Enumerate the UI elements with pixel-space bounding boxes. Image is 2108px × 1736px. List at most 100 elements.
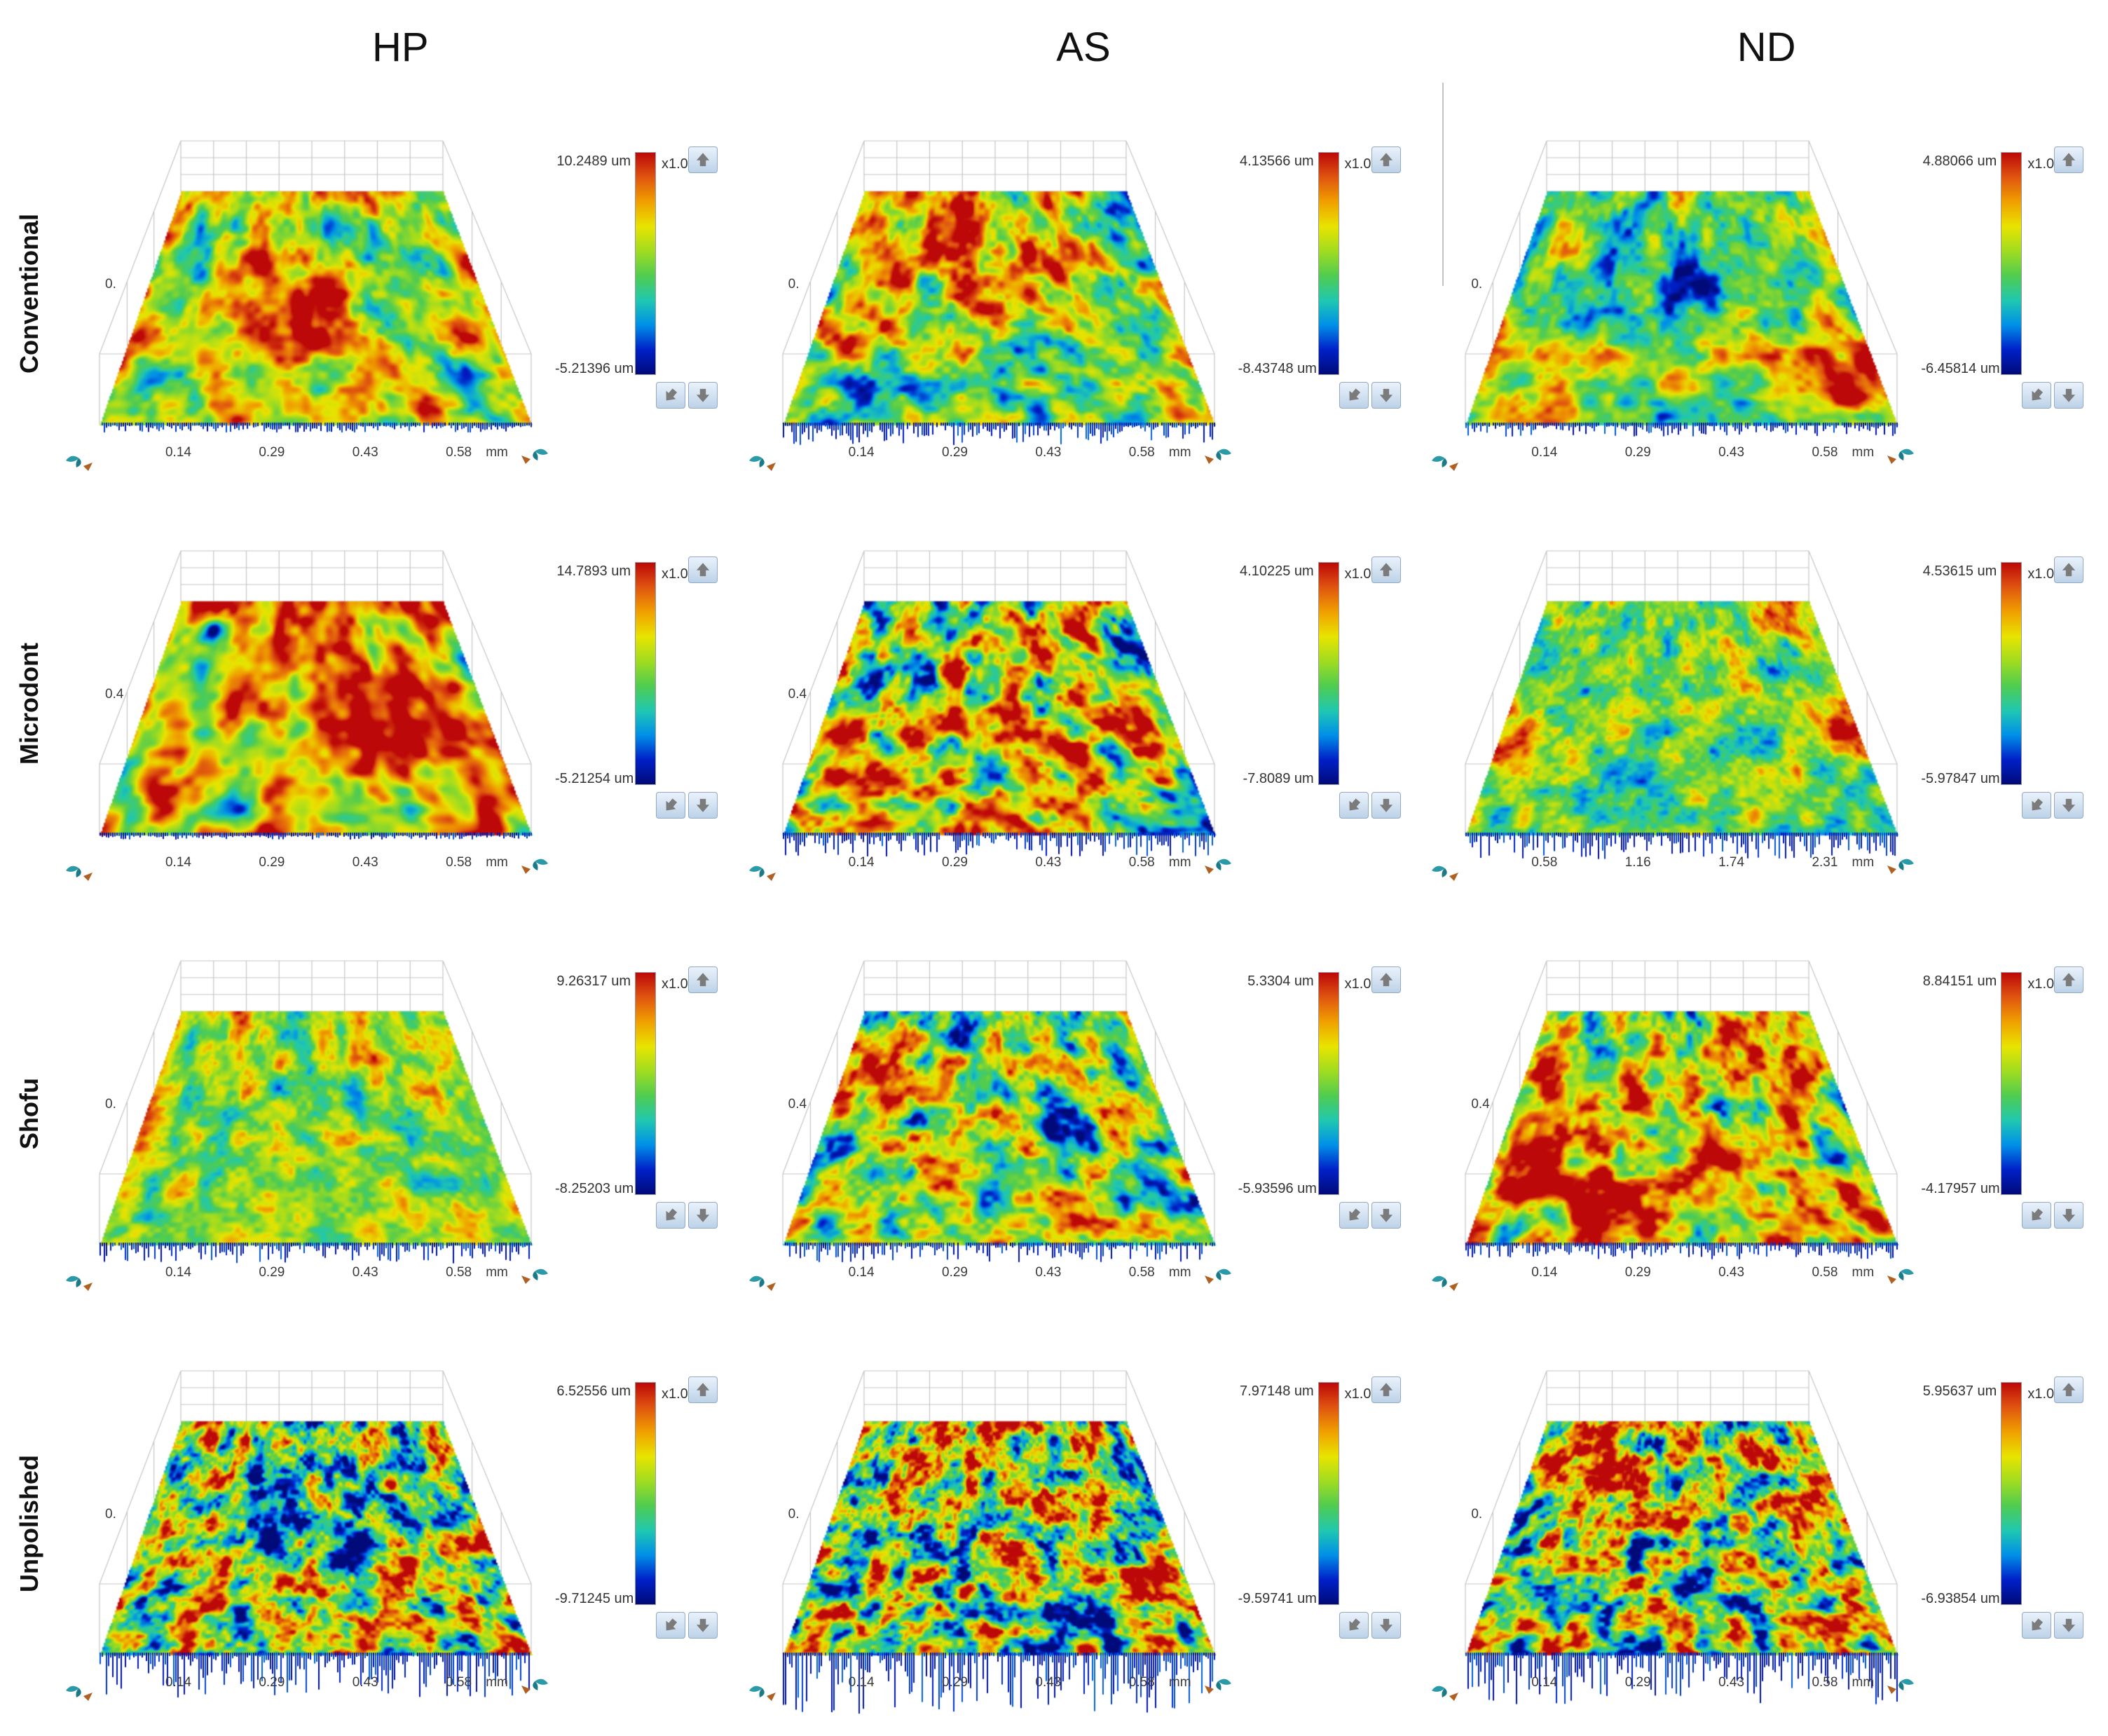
surface-3d-view[interactable] — [60, 1330, 552, 1717]
view-rotate-gizmo-icon[interactable] — [62, 1679, 94, 1703]
surface-3d-view[interactable] — [60, 100, 552, 487]
surface-plot: 0. 0.14 0.29 0.43 0.58 mm — [743, 1330, 1236, 1717]
x-axis-unit: mm — [486, 444, 508, 460]
view-rotate-gizmo-icon[interactable] — [62, 1269, 94, 1293]
view-rotate-gizmo-icon[interactable] — [1886, 442, 1918, 466]
panel-slot: 0. 0.14 0.29 0.43 0.58 mm 10.2489 um x1.… — [59, 88, 742, 498]
view-rotate-gizmo-icon[interactable] — [1203, 1672, 1236, 1696]
surface-3d-view[interactable] — [1426, 510, 1919, 897]
scale-down-button[interactable] — [2054, 381, 2084, 409]
view-rotate-gizmo-icon[interactable] — [745, 449, 777, 473]
scale-up-button[interactable] — [2054, 1376, 2084, 1403]
scale-down-button[interactable] — [688, 1611, 718, 1639]
scale-up-button[interactable] — [688, 146, 718, 173]
view-rotate-gizmo-icon[interactable] — [1203, 442, 1236, 466]
surface-3d-view[interactable] — [743, 510, 1236, 897]
scale-up-button[interactable] — [688, 556, 718, 583]
scale-diagonal-button[interactable] — [1339, 791, 1369, 819]
scale-down-button[interactable] — [1371, 381, 1401, 409]
view-rotate-gizmo-icon[interactable] — [1203, 1262, 1236, 1286]
scale-diagonal-button[interactable] — [656, 1201, 685, 1229]
view-rotate-gizmo-icon[interactable] — [520, 852, 552, 876]
scale-up-button[interactable] — [1371, 146, 1401, 173]
vertical-divider-line — [1442, 83, 1444, 286]
scale-diagonal-button[interactable] — [1339, 1201, 1369, 1229]
scale-down-button[interactable] — [2054, 1201, 2084, 1229]
column-header-nd: ND — [1737, 24, 1796, 70]
scale-down-button[interactable] — [688, 381, 718, 409]
view-rotate-gizmo-icon[interactable] — [62, 449, 94, 473]
colorbar-gradient — [635, 971, 656, 1195]
scale-diagonal-button[interactable] — [2022, 381, 2052, 409]
scale-up-button[interactable] — [1371, 1376, 1401, 1403]
surface-3d-view[interactable] — [743, 920, 1236, 1307]
scale-down-button[interactable] — [1371, 1611, 1401, 1639]
surface-panel: 0. 0.14 0.29 0.43 0.58 mm 4.88066 um x1.… — [1425, 88, 2108, 498]
scale-down-button[interactable] — [2054, 791, 2084, 819]
view-rotate-gizmo-icon[interactable] — [62, 859, 94, 883]
surface-3d-view[interactable] — [1426, 920, 1919, 1307]
scale-down-button[interactable] — [688, 791, 718, 819]
colorbar-min-label: -7.8089 um — [1243, 770, 1314, 786]
scale-diagonal-button[interactable] — [2022, 791, 2052, 819]
view-rotate-gizmo-icon[interactable] — [1886, 1262, 1918, 1286]
down-left-arrow-icon — [666, 388, 678, 401]
surface-3d-view[interactable] — [1426, 100, 1919, 487]
colorbar-min-label: -5.93596 um — [1238, 1180, 1317, 1196]
surface-3d-view[interactable] — [1426, 1330, 1919, 1717]
view-rotate-gizmo-icon[interactable] — [1428, 1269, 1460, 1293]
view-rotate-gizmo-icon[interactable] — [745, 859, 777, 883]
zoom-scale-label: x1.0 — [1344, 566, 1371, 582]
scale-diagonal-button[interactable] — [656, 791, 685, 819]
scale-up-button[interactable] — [2054, 556, 2084, 583]
surface-3d-view[interactable] — [60, 920, 552, 1307]
column-header-hp: HP — [372, 24, 429, 70]
scale-up-button[interactable] — [1371, 556, 1401, 583]
colorbar-min-label: -5.21254 um — [555, 770, 634, 786]
colorbar-gradient — [635, 561, 656, 785]
view-rotate-gizmo-icon[interactable] — [520, 1672, 552, 1696]
scale-diagonal-button[interactable] — [1339, 381, 1369, 409]
scale-diagonal-button[interactable] — [656, 381, 685, 409]
colorbar-min-label: -8.43748 um — [1238, 360, 1317, 376]
colorbar-min-label: -5.21396 um — [555, 360, 634, 376]
scale-diagonal-button[interactable] — [656, 1611, 685, 1639]
surface-3d-view[interactable] — [743, 100, 1236, 487]
view-rotate-gizmo-icon[interactable] — [520, 442, 552, 466]
colorbar-min-label: -9.71245 um — [555, 1590, 634, 1606]
panel-slot: 0. 0.14 0.29 0.43 0.58 mm 9.26317 um x1.… — [59, 908, 742, 1318]
scale-diagonal-button[interactable] — [2022, 1611, 2052, 1639]
view-rotate-gizmo-icon[interactable] — [1428, 449, 1460, 473]
view-rotate-gizmo-icon[interactable] — [1428, 859, 1460, 883]
scale-down-button[interactable] — [688, 1201, 718, 1229]
x-axis-tick: 0.43 — [1718, 444, 1745, 460]
scale-down-button[interactable] — [2054, 1611, 2084, 1639]
surface-3d-view[interactable] — [60, 510, 552, 897]
view-rotate-gizmo-icon[interactable] — [1886, 1672, 1918, 1696]
view-rotate-gizmo-icon[interactable] — [1886, 852, 1918, 876]
surface-panel: 0.58 1.16 1.74 2.31 mm 4.53615 um x1.0 -… — [1425, 498, 2108, 908]
zoom-scale-label: x1.0 — [1344, 1386, 1371, 1402]
scale-down-button[interactable] — [1371, 1201, 1401, 1229]
colorbar-max-label: 9.26317 um — [556, 973, 631, 989]
scale-diagonal-button[interactable] — [1339, 1611, 1369, 1639]
scale-up-button[interactable] — [2054, 146, 2084, 173]
colorbar-max-label: 6.52556 um — [556, 1383, 631, 1399]
view-rotate-gizmo-icon[interactable] — [745, 1679, 777, 1703]
up-arrow-icon — [696, 562, 710, 576]
view-rotate-gizmo-icon[interactable] — [1428, 1679, 1460, 1703]
x-axis-tick: 0.29 — [259, 1264, 285, 1280]
scale-up-button[interactable] — [688, 1376, 718, 1403]
view-rotate-gizmo-icon[interactable] — [520, 1262, 552, 1286]
scale-up-button[interactable] — [2054, 966, 2084, 993]
surface-3d-view[interactable] — [743, 1330, 1236, 1717]
scale-up-button[interactable] — [688, 966, 718, 993]
scale-up-button[interactable] — [1371, 966, 1401, 993]
view-rotate-gizmo-icon[interactable] — [1203, 852, 1236, 876]
up-arrow-icon — [2062, 562, 2076, 576]
view-rotate-gizmo-icon[interactable] — [745, 1269, 777, 1293]
scale-diagonal-button[interactable] — [2022, 1201, 2052, 1229]
scale-down-button[interactable] — [1371, 791, 1401, 819]
down-arrow-icon — [696, 388, 710, 402]
colorbar-max-label: 4.10225 um — [1240, 563, 1314, 579]
